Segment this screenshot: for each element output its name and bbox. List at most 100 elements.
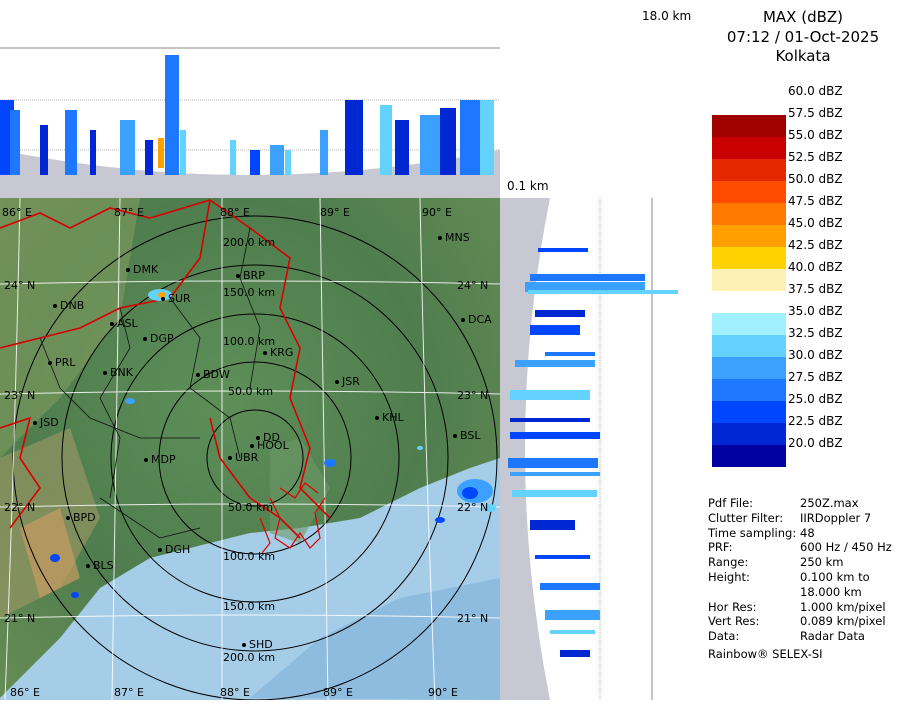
legend-label: 40.0 dBZ — [788, 260, 843, 274]
side-echo-row — [510, 418, 590, 422]
city-dot — [33, 421, 37, 425]
city-dot — [263, 351, 267, 355]
top-echo-column — [480, 100, 494, 175]
legend-label: 37.5 dBZ — [788, 282, 843, 296]
city-dot — [144, 458, 148, 462]
city-label: SHD — [249, 638, 273, 651]
radar-map[interactable]: 86° E 87° E 88° E 89° E 90° E 86° E 87° … — [0, 198, 500, 700]
city-dot — [161, 297, 165, 301]
city-dot — [236, 274, 240, 278]
legend-label: 30.0 dBZ — [788, 348, 843, 362]
lat-label-22n-left: 22° N — [4, 501, 36, 514]
top-echo-column — [395, 120, 409, 175]
legend-label: 52.5 dBZ — [788, 150, 843, 164]
legend-swatch — [712, 379, 786, 401]
top-echo-column — [230, 140, 236, 175]
info-key: Clutter Filter: — [708, 510, 784, 525]
info-value: IIRDoppler 7 — [800, 510, 872, 525]
lat-label-21n-right: 21° N — [457, 612, 489, 625]
info-value: 250Z.max — [800, 496, 859, 510]
city-label: BRP — [243, 269, 265, 282]
lon-label-86e-top: 86° E — [2, 206, 32, 219]
range-label-150-north: 150.0 km — [223, 286, 276, 299]
top-echo-column — [180, 130, 186, 175]
city-label: JSD — [40, 416, 59, 429]
corner-panel: 18.0 km 0.1 km — [500, 0, 700, 198]
lon-label-90e-bottom: 90° E — [428, 686, 458, 699]
top-echo-column — [145, 140, 153, 175]
side-echo-row — [508, 458, 598, 468]
side-profile-svg — [500, 198, 700, 700]
side-echo-row — [530, 520, 575, 530]
info-key: Vert Res: — [708, 614, 760, 629]
legend-label: 32.5 dBZ — [788, 326, 843, 340]
city-label: SUR — [168, 292, 191, 305]
lat-label-21n-left: 21° N — [4, 612, 36, 625]
legend-label: 47.5 dBZ — [788, 194, 843, 208]
top-echo-column — [165, 55, 179, 175]
legend-label: 50.0 dBZ — [788, 172, 843, 186]
info-key: Range: — [708, 555, 749, 570]
lon-label-89e-top: 89° E — [320, 206, 350, 219]
side-echo-row — [528, 290, 678, 294]
city-dot — [256, 436, 260, 440]
top-echo-column — [65, 110, 77, 175]
top-echo-column — [320, 130, 328, 175]
side-echo-row — [510, 390, 590, 400]
city-dot — [66, 516, 70, 520]
city-label: DGH — [165, 543, 191, 556]
legend-label: 27.5 dBZ — [788, 370, 843, 384]
footer-brand: Rainbow® SELEX-SI — [708, 647, 823, 661]
legend-label: 55.0 dBZ — [788, 128, 843, 142]
legend-swatch — [712, 247, 786, 269]
legend-swatch — [712, 269, 786, 291]
city-dot — [228, 456, 232, 460]
top-echo-column — [345, 100, 363, 175]
side-echo-rows — [508, 248, 678, 657]
product-title: MAX (dBZ) — [762, 8, 844, 26]
delta-returns — [259, 482, 326, 554]
side-echo-row — [535, 555, 590, 559]
lon-label-90e-top: 90° E — [422, 206, 452, 219]
top-echo-column — [440, 108, 456, 175]
city-dot — [126, 268, 130, 272]
lon-label-87e-top: 87° E — [114, 206, 144, 219]
city-dot — [242, 643, 246, 647]
top-echo-column — [270, 145, 284, 175]
city-label: ASL — [117, 317, 138, 330]
legend-swatch — [712, 313, 786, 335]
legend-swatch — [712, 291, 786, 313]
top-echo-core — [158, 138, 164, 168]
legend-swatch — [712, 159, 786, 181]
side-echo-row — [535, 310, 585, 317]
legend-swatch — [712, 401, 786, 423]
city-dot — [461, 318, 465, 322]
height-label-top: 18.0 km — [642, 9, 692, 23]
info-key: PRF: — [708, 540, 733, 555]
legend-swatch — [712, 203, 786, 225]
info-value: Radar Data — [800, 629, 865, 644]
city-dot — [48, 361, 52, 365]
lat-label-23n-right: 23° N — [457, 389, 489, 402]
side-echo-row — [530, 274, 645, 281]
range-label-100-south: 100.0 km — [223, 550, 276, 563]
city-label: DMK — [133, 263, 159, 276]
city-dot — [335, 380, 339, 384]
city-dot — [196, 373, 200, 377]
info-value: 250 km — [800, 555, 844, 570]
top-echo-columns — [0, 55, 494, 175]
top-height-profile — [0, 0, 500, 198]
side-echo-row — [540, 583, 600, 590]
legend-label: 35.0 dBZ — [788, 304, 843, 318]
lon-label-87e-bottom: 87° E — [114, 686, 144, 699]
district-borders — [39, 227, 261, 539]
info-value: 0.100 km to — [800, 570, 870, 584]
city-label: DCA — [468, 313, 492, 326]
legend-panel: MAX (dBZ) 07:12 / 01-Oct-2025 Kolkata 60… — [700, 0, 906, 700]
legend-swatch — [712, 93, 786, 115]
legend-label: 45.0 dBZ — [788, 216, 843, 230]
city-dot — [453, 434, 457, 438]
lat-label-24n-right: 24° N — [457, 279, 489, 292]
city-label: HOOL — [257, 439, 289, 452]
legend-swatch — [712, 445, 786, 467]
